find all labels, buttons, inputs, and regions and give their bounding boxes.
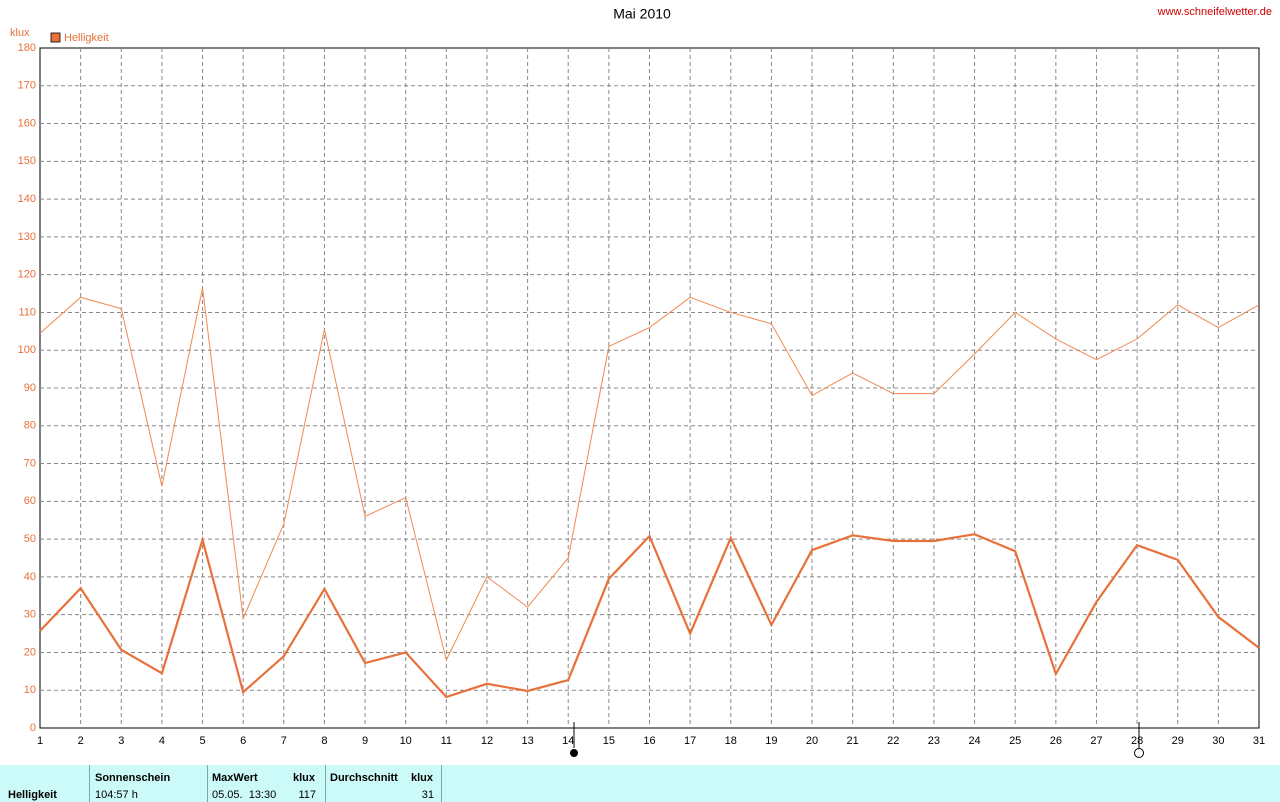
y-tick-label: 180	[18, 42, 36, 54]
x-tick-label: 14	[562, 735, 574, 747]
x-tick-label: 21	[847, 735, 859, 747]
y-tick-label: 120	[18, 269, 36, 281]
x-tick-label: 6	[240, 735, 246, 747]
y-tick-label: 140	[18, 193, 36, 205]
cell: 117	[298, 789, 316, 801]
header: MaxWert	[212, 772, 258, 784]
x-tick-label: 10	[400, 735, 412, 747]
x-tick-label: 7	[281, 735, 287, 747]
full-moon	[1134, 748, 1144, 758]
source: www.schneifelwetter.de	[1157, 6, 1272, 18]
y-tick-label: 60	[24, 495, 36, 507]
y-tick-label: 0	[30, 722, 36, 734]
row-label: Helligkeit	[8, 789, 57, 801]
legend-swatch	[50, 32, 61, 43]
y-unit: klux	[10, 27, 30, 39]
x-tick-label: 18	[725, 735, 737, 747]
header: Sonnenschein	[95, 772, 171, 784]
x-tick-label: 19	[765, 735, 777, 747]
x-tick-label: 1	[37, 735, 43, 747]
header: klux	[293, 772, 316, 784]
x-tick-label: 30	[1212, 735, 1224, 747]
y-tick-label: 80	[24, 420, 36, 432]
x-tick-label: 15	[603, 735, 615, 747]
y-tick-label: 70	[24, 457, 36, 469]
y-tick-label: 160	[18, 117, 36, 129]
x-tick-label: 20	[806, 735, 818, 747]
x-tick-label: 4	[159, 735, 165, 747]
separator	[325, 765, 326, 802]
y-tick-label: 90	[24, 382, 36, 394]
y-tick-label: 50	[24, 533, 36, 545]
x-tick-label: 29	[1172, 735, 1184, 747]
x-tick-label: 5	[199, 735, 205, 747]
x-tick-label: 2	[78, 735, 84, 747]
summary-table: Helligkeit Sonnenschein 104:57 h MaxWert…	[0, 765, 1280, 802]
x-tick-label: 11	[441, 735, 452, 747]
x-tick-label: 16	[643, 735, 655, 747]
y-tick-label: 20	[24, 646, 36, 658]
x-tick-label: 27	[1090, 735, 1102, 747]
x-tick-label: 23	[928, 735, 940, 747]
cell: 31	[421, 789, 434, 801]
x-tick-label: 31	[1253, 735, 1265, 747]
x-tick-label: 9	[362, 735, 368, 747]
x-tick-label: 26	[1050, 735, 1062, 747]
chart-title: Mai 2010	[613, 6, 671, 22]
y-tick-label: 110	[18, 306, 36, 318]
separator	[89, 765, 90, 802]
y-tick-label: 100	[18, 344, 36, 356]
series-line	[39, 533, 1260, 699]
x-tick-label: 22	[887, 735, 899, 747]
new-moon	[570, 749, 578, 757]
header: klux	[411, 772, 434, 784]
x-tick-label: 28	[1131, 735, 1143, 747]
legend-label: Helligkeit	[64, 32, 109, 44]
x-tick-label: 24	[968, 735, 980, 747]
cell: 05.05. 13:30	[212, 789, 277, 801]
series-line	[39, 287, 1260, 662]
cell: 104:57 h	[95, 789, 138, 801]
y-tick-label: 10	[24, 684, 36, 696]
chart: Mai 2010 www.schneifelwetter.de klux 0 10…	[10, 6, 1272, 758]
x-tick-label: 17	[684, 735, 696, 747]
y-tick-label: 130	[18, 231, 36, 243]
separator	[207, 765, 208, 802]
y-tick-label: 30	[24, 609, 36, 621]
separator	[441, 765, 442, 802]
y-tick-label: 150	[18, 155, 36, 167]
x-tick-label: 13	[521, 735, 533, 747]
x-tick-label: 3	[118, 735, 124, 747]
y-tick-label: 40	[24, 571, 36, 583]
y-tick-label: 170	[18, 80, 36, 92]
header: Durchschnitt	[330, 772, 398, 784]
x-tick-label: 8	[321, 735, 327, 747]
x-tick-label: 12	[481, 735, 493, 747]
x-tick-label: 25	[1009, 735, 1021, 747]
